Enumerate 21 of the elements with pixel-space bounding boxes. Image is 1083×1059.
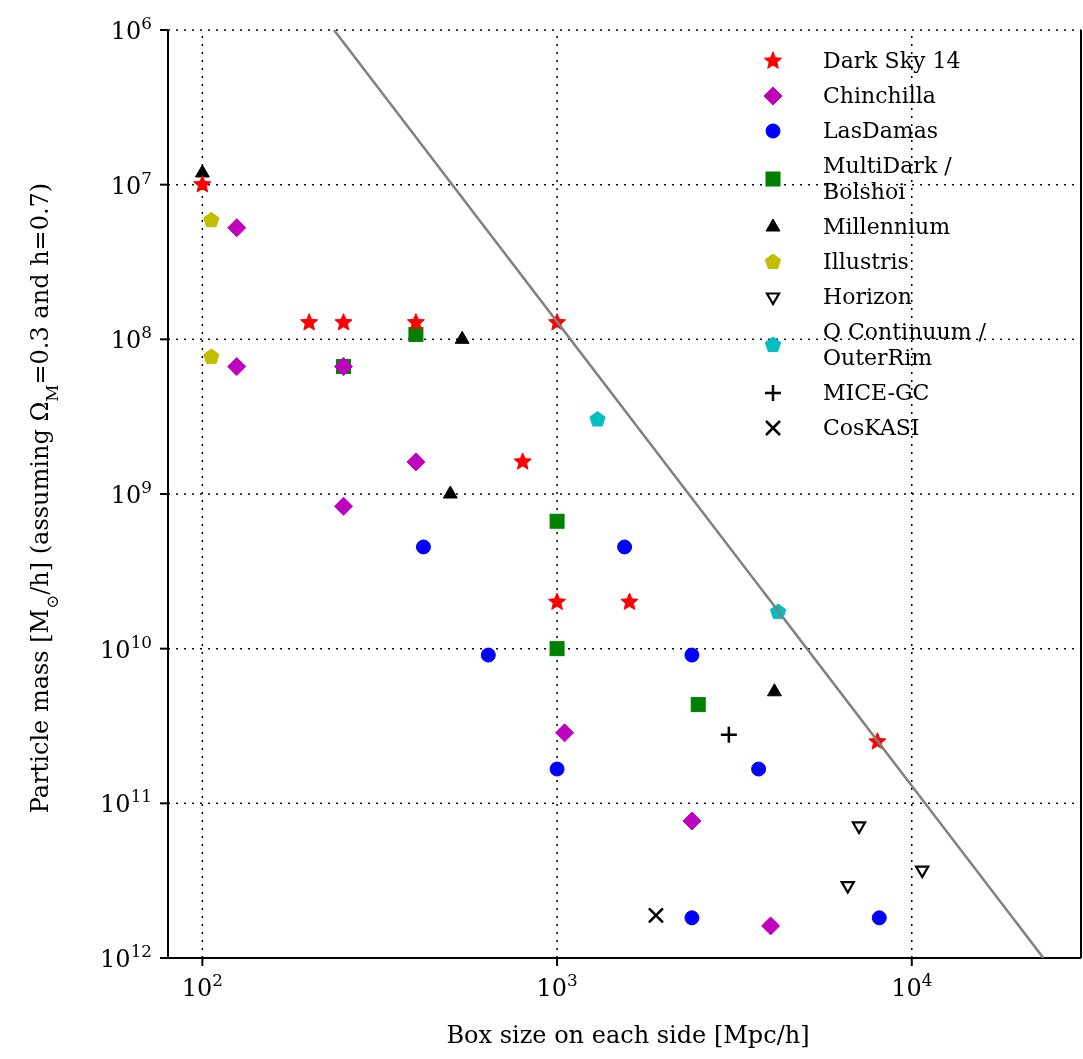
legend-label: Illustris [823,249,909,275]
legend-label: LasDamas [823,118,939,144]
y-tick-label: 10$^{12}$ [100,941,152,973]
y-tick-label: 10$^{10}$ [100,631,152,664]
legend-label: Q Continuum / OuterRim [823,319,986,371]
legend-label: Dark Sky 14 [823,48,961,74]
y-tick-label: 10$^{11}$ [100,786,152,819]
legend-label: CosKASI [823,415,920,441]
x-tick-label: 10$^{3}$ [536,970,578,1002]
legend-label: Chinchilla [823,83,936,109]
y-tick-label: 10$^{8}$ [110,322,152,355]
legend-label: MICE-GC [823,380,930,406]
y-tick-label: 10$^{6}$ [110,13,152,45]
y-tick-label: 10$^{7}$ [110,167,152,200]
x-tick-label: 10$^{2}$ [181,970,223,1002]
legend-label: Horizon [823,284,912,310]
legend-label: MultiDark / Bolshoi [823,153,952,205]
x-tick-label: 10$^{4}$ [891,970,933,1002]
y-tick-label: 10$^{9}$ [110,477,152,509]
legend-label: Millennium [823,214,951,240]
x-axis-title: Box size on each side [Mpc/h] [446,1021,810,1049]
